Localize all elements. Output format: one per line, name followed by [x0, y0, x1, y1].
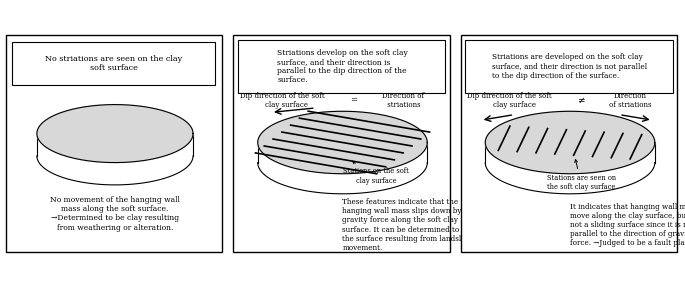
Text: It indicates that hanging wall masses
move along the clay surface, but is
not a : It indicates that hanging wall masses mo…: [570, 203, 685, 247]
FancyBboxPatch shape: [233, 35, 449, 252]
Text: These features indicate that the
hanging wall mass slips down by
gravity force a: These features indicate that the hanging…: [342, 198, 473, 252]
Text: No striations are seen on the clay
soft surface: No striations are seen on the clay soft …: [45, 55, 182, 72]
Polygon shape: [258, 111, 427, 174]
Text: Dip direction of the soft
    clay surface: Dip direction of the soft clay surface: [240, 91, 325, 109]
Polygon shape: [485, 111, 655, 174]
FancyBboxPatch shape: [5, 35, 222, 252]
FancyBboxPatch shape: [238, 40, 445, 93]
Text: Striations are developed on the soft clay
surface, and their direction is not pa: Striations are developed on the soft cla…: [493, 54, 647, 80]
Polygon shape: [37, 105, 193, 162]
FancyBboxPatch shape: [12, 42, 215, 84]
Text: Direction
of striations: Direction of striations: [609, 91, 651, 109]
Text: ≠: ≠: [577, 95, 585, 105]
Polygon shape: [37, 134, 193, 185]
Text: Striations develop on the soft clay
surface, and their direction is
parallel to : Striations develop on the soft clay surf…: [277, 49, 408, 84]
FancyBboxPatch shape: [465, 40, 673, 93]
FancyBboxPatch shape: [461, 35, 677, 252]
Text: Stations are seen on
the soft clay surface: Stations are seen on the soft clay surfa…: [547, 160, 616, 191]
Text: Stations on the soft
clay surface: Stations on the soft clay surface: [343, 161, 409, 185]
Text: Dip direction of the soft
    clay surface: Dip direction of the soft clay surface: [467, 91, 552, 109]
Text: No movement of the hanging wall
mass along the soft surface.
→Determined to be c: No movement of the hanging wall mass alo…: [50, 196, 180, 232]
Text: Direction of
 striations: Direction of striations: [382, 91, 424, 109]
Text: =: =: [350, 96, 357, 104]
